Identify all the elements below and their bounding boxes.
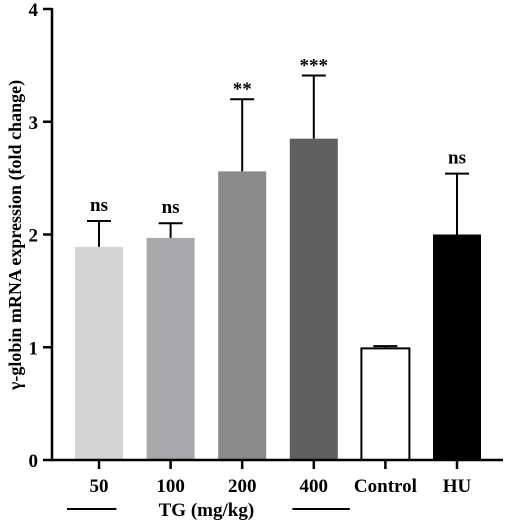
significance-100: ns: [162, 197, 180, 218]
significance-HU: ns: [448, 148, 466, 169]
x-tick-label-50: 50: [90, 476, 109, 497]
bar-400: [289, 138, 338, 460]
y-tick-label-0: 0: [29, 451, 39, 472]
bar-100: [146, 237, 195, 460]
x-tick-label-400: 400: [300, 476, 329, 497]
y-tick-label-3: 3: [29, 113, 39, 134]
bar-HU: [433, 234, 481, 460]
y-tick-label-1: 1: [29, 338, 39, 359]
y-axis-title: γ-globin mRNA expression (fold change): [5, 80, 26, 391]
y-tick-label-4: 4: [29, 0, 39, 21]
x-tick-label-HU: HU: [443, 476, 472, 497]
group-annotation: TG (mg/kg): [67, 500, 350, 521]
y-tick-label-2: 2: [29, 226, 39, 247]
bar-50: [75, 246, 123, 460]
group-label: TG (mg/kg): [159, 500, 255, 521]
x-axis: 50 100 200 400 Control HU: [51, 458, 503, 497]
x-tick-label-200: 200: [228, 476, 257, 497]
bars: ns ns*****ns: [75, 56, 481, 461]
bar-Control: [360, 347, 411, 461]
x-tick-label-Control: Control: [354, 476, 417, 497]
y-axis: 0 1 2 3 4: [29, 0, 54, 472]
x-tick-label-100: 100: [156, 476, 185, 497]
significance-400: ***: [300, 56, 329, 77]
significance-50: ns: [90, 195, 108, 216]
bar-200: [218, 171, 267, 461]
significance-200: **: [233, 79, 252, 100]
